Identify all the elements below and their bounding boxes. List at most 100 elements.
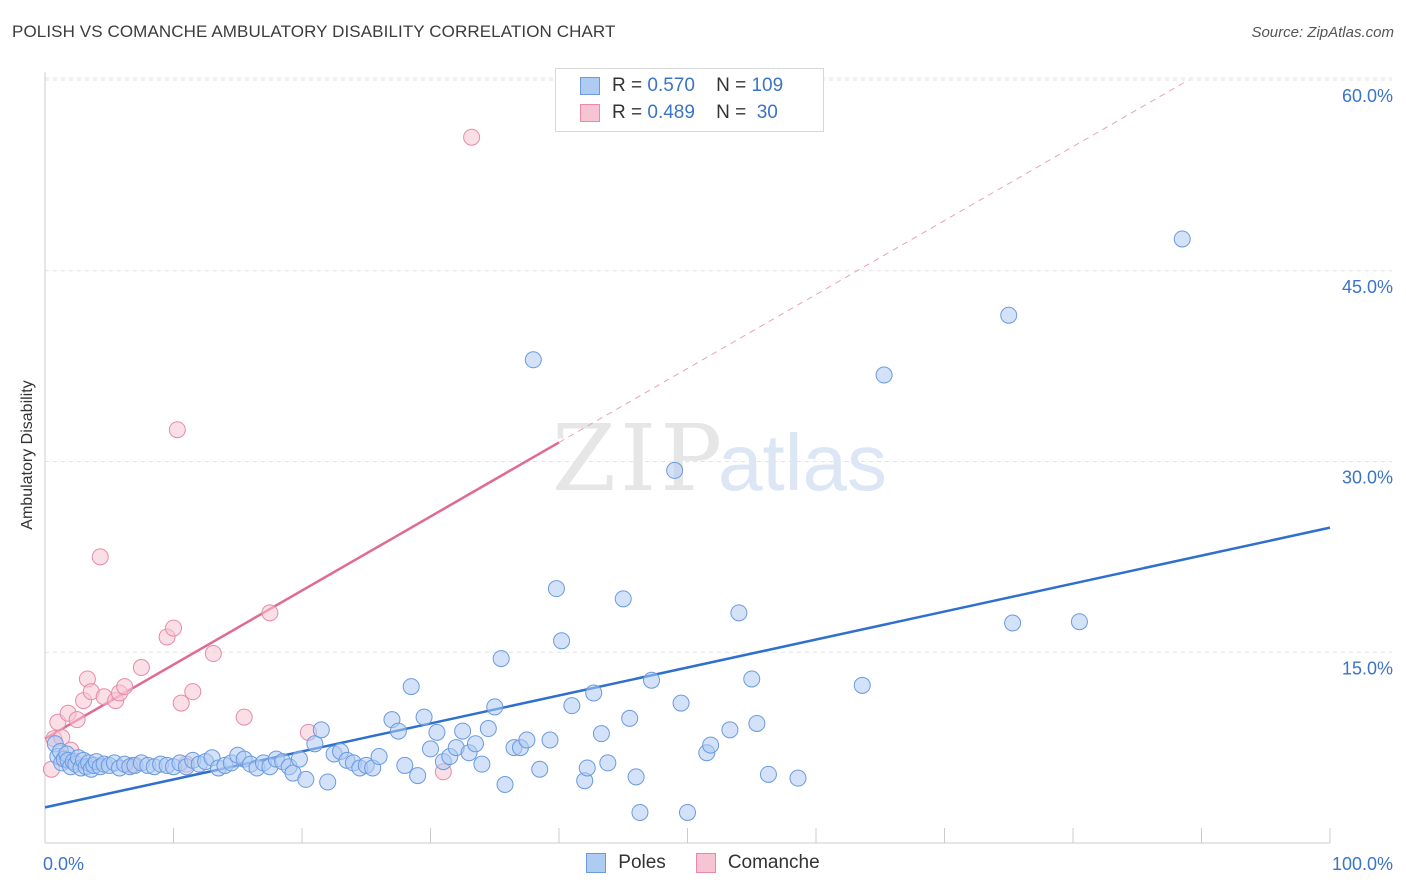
poles-point-101 (643, 671, 661, 689)
poles-point-113 (853, 676, 871, 694)
poles-point-109 (743, 670, 761, 688)
y-tick-label-3: 60.0% (1342, 86, 1393, 106)
poles-point-78 (473, 755, 491, 773)
legend-r-value: 0.489 (647, 102, 695, 123)
legend-label-comanche: Comanche (727, 852, 820, 873)
comanche-point-24 (204, 645, 222, 663)
poles-point-75 (454, 722, 472, 740)
legend-r-label: R = (612, 102, 643, 123)
poles-point-106 (702, 736, 720, 754)
poles-point-87 (531, 760, 549, 778)
grid-lines (45, 77, 1392, 653)
poles-point-63 (370, 748, 388, 766)
poles-point-65 (389, 722, 407, 740)
poles-point-70 (422, 740, 439, 758)
y-tick-label-2: 45.0% (1342, 277, 1393, 297)
legend-swatch-comanche (695, 853, 716, 873)
poles-point-86 (524, 351, 542, 369)
poles-point-66 (396, 756, 414, 774)
poles-point-55 (319, 773, 337, 791)
poles-point-69 (415, 708, 433, 726)
poles-point-67 (402, 678, 420, 696)
legend-swatch-poles (580, 77, 600, 95)
comanche-point-25 (235, 708, 253, 726)
poles-point-79 (479, 720, 497, 738)
legend-r-value: 0.570 (647, 75, 695, 96)
poles-point-103 (672, 694, 690, 712)
poles-point-51 (290, 750, 308, 768)
poles-point-102 (666, 461, 684, 479)
legend-swatch-comanche (580, 104, 600, 122)
poles-point-89 (547, 580, 565, 598)
poles-point-111 (759, 765, 777, 783)
poles-point-52 (297, 770, 315, 788)
poles-point-97 (614, 590, 632, 608)
watermark-zip: ZIP (552, 405, 726, 512)
comanche-trend-extension (558, 79, 1189, 443)
poles-point-94 (585, 684, 603, 702)
poles-point-108 (730, 604, 748, 622)
poles-point-93 (578, 759, 596, 777)
data-points (42, 128, 1191, 821)
poles-point-114 (875, 366, 893, 384)
comanche-point-7 (68, 711, 86, 729)
poles-point-85 (518, 731, 536, 749)
poles-point-96 (599, 754, 617, 772)
poles-point-95 (592, 725, 610, 743)
x-tick-label-0: 0.0% (43, 854, 84, 874)
poles-point-110 (748, 714, 766, 732)
y-axis-label: Ambulatory Disability (19, 380, 36, 530)
poles-point-53 (306, 735, 324, 753)
watermark-atlas: atlas (718, 418, 887, 507)
series-legend: Poles Comanche (0, 852, 1406, 874)
legend-n-label: N = (716, 75, 747, 96)
poles-point-117 (1070, 613, 1088, 631)
stats-legend: R = 0.570 N = 109 R = 0.489 N = 30 (555, 68, 824, 132)
comanche-point-23 (184, 683, 202, 701)
comanche-point-19 (165, 619, 182, 637)
legend-n-label: N = (716, 102, 747, 123)
comanche-point-21 (172, 694, 190, 712)
y-tick-label-0: 15.0% (1342, 658, 1393, 678)
comanche-point-20 (168, 421, 186, 439)
legend-row-comanche: R = 0.489 N = 30 (580, 100, 778, 126)
comanche-point-26 (261, 604, 279, 622)
axes (44, 72, 1331, 844)
poles-point-100 (631, 803, 649, 821)
poles-point-82 (496, 776, 514, 794)
source-label: Source: ZipAtlas.com (1251, 24, 1394, 41)
poles-point-77 (466, 735, 484, 753)
poles-point-115 (1000, 306, 1018, 324)
legend-r-label: R = (612, 75, 643, 96)
legend-n-value: 109 (751, 75, 784, 96)
poles-point-91 (563, 697, 581, 715)
poles-point-80 (486, 698, 504, 716)
legend-item-poles[interactable]: Poles (586, 852, 666, 874)
legend-row-poles: R = 0.570 N = 109 (580, 73, 783, 99)
watermark: ZIP atlas (552, 405, 887, 512)
tick-labels: 15.0% 30.0% 45.0% 60.0% 0.0% 100.0% (43, 86, 1393, 874)
poles-point-90 (553, 632, 571, 650)
poles-point-107 (721, 721, 739, 739)
poles-point-88 (541, 731, 559, 749)
poles-point-71 (428, 723, 446, 741)
chart-title: POLISH VS COMANCHE AMBULATORY DISABILITY… (12, 22, 616, 41)
poles-point-98 (621, 709, 639, 727)
poles-point-118 (1173, 230, 1191, 248)
x-tick-label-1: 100.0% (1332, 854, 1393, 874)
comanche-point-17 (132, 659, 150, 677)
poles-point-81 (492, 650, 510, 668)
poles-point-116 (1004, 614, 1022, 632)
legend-item-comanche[interactable]: Comanche (695, 852, 820, 874)
legend-label-poles: Poles (618, 852, 666, 873)
poles-point-99 (627, 768, 645, 786)
legend-n-value: 30 (751, 102, 778, 123)
comanche-point-29 (463, 128, 481, 146)
comanche-point-15 (116, 678, 134, 696)
y-tick-label-1: 30.0% (1342, 468, 1393, 488)
legend-swatch-poles (586, 853, 607, 873)
comanche-point-11 (91, 548, 109, 566)
poles-point-104 (679, 803, 696, 821)
poles-point-112 (789, 769, 807, 787)
